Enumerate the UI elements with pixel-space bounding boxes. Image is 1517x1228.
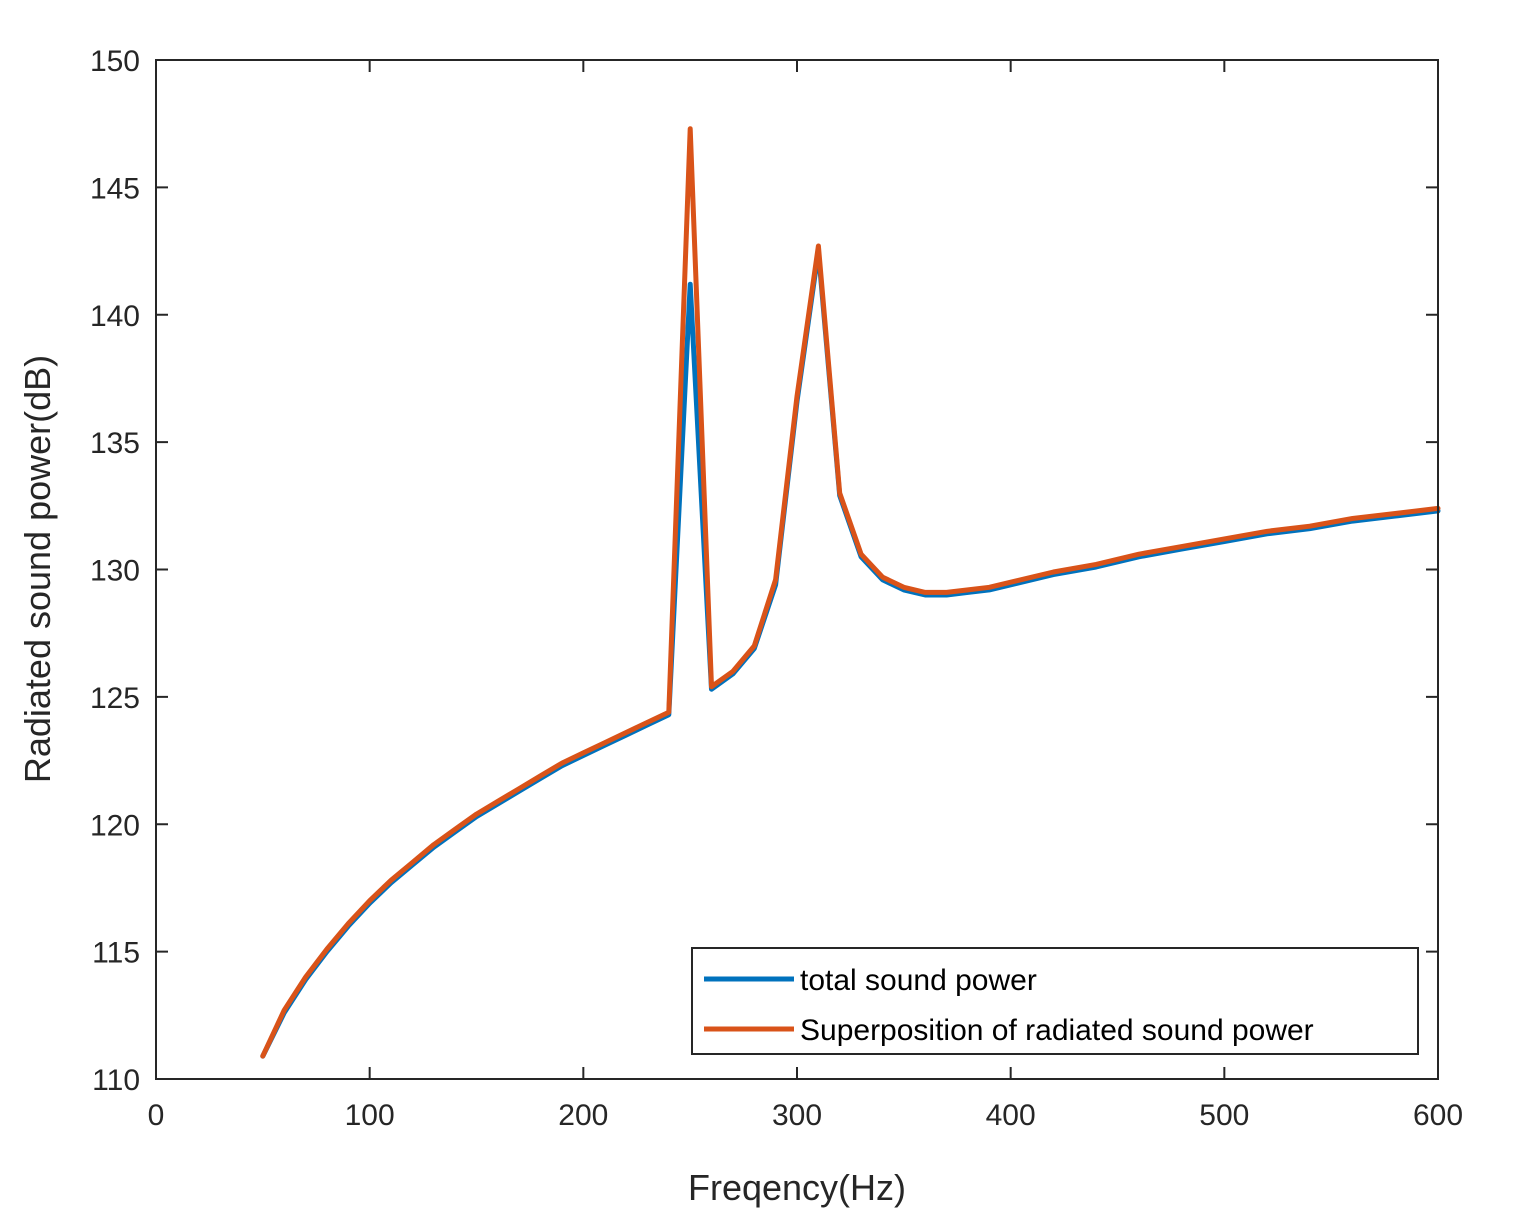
legend: total sound power Superposition of radia…: [691, 947, 1419, 1055]
x-tick-label: 200: [558, 1099, 608, 1132]
series-lines: [260, 126, 1441, 1059]
y-tick-label: 125: [90, 682, 140, 715]
x-tick-label: 300: [772, 1099, 822, 1132]
y-axis-title: Radiated sound power(dB): [17, 355, 58, 783]
series-line-1: [260, 126, 1441, 1059]
plot-area-frame: [155, 59, 1439, 1080]
x-tick-label: 0: [148, 1099, 165, 1132]
series-line-0: [260, 248, 1441, 1059]
y-tick-label: 115: [92, 937, 140, 970]
y-tick-label: 110: [92, 1064, 140, 1097]
y-tick-label: 135: [90, 427, 140, 460]
x-tick-label: 400: [986, 1099, 1036, 1132]
x-axis-title: Freqency(Hz): [688, 1167, 906, 1208]
legend-box: [691, 947, 1419, 1055]
legend-label-total-sound-power: total sound power: [800, 964, 1037, 997]
y-tick-label: 145: [90, 172, 140, 205]
y-tick-label: 130: [90, 555, 140, 588]
x-tick-label: 100: [345, 1099, 395, 1132]
x-tick-label: 500: [1199, 1099, 1249, 1132]
y-tick-label: 120: [90, 809, 140, 842]
legend-label-superposition: Superposition of radiated sound power: [800, 1014, 1314, 1047]
y-tick-label: 150: [90, 45, 140, 78]
tick-labels: 0 100 200 300 400 500 600 110 115 120 125 130 135 140…: [90, 45, 1463, 1132]
y-tick-label: 140: [90, 300, 140, 333]
x-tick-label: 600: [1413, 1099, 1463, 1132]
